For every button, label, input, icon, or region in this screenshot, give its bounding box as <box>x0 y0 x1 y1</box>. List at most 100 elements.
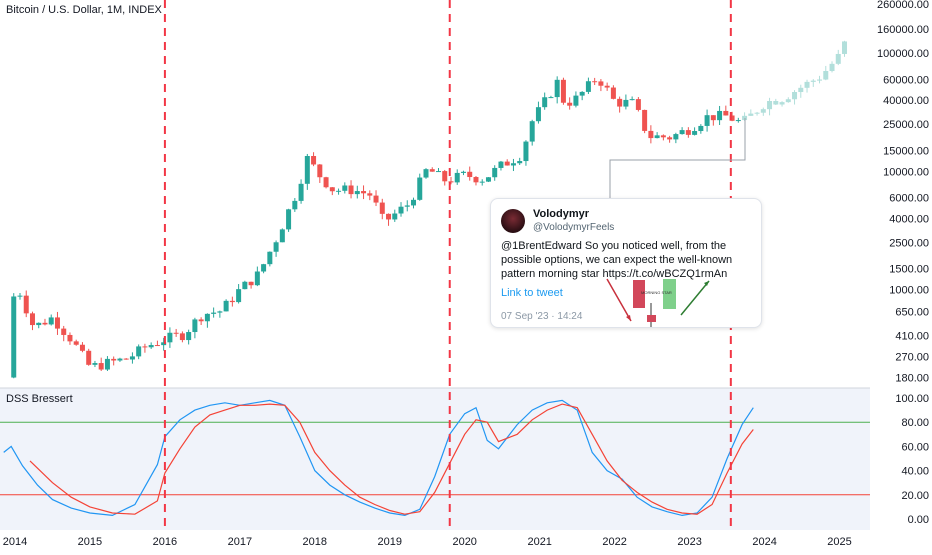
tweet-author-handle[interactable]: @VolodymyrFeels <box>533 222 615 233</box>
candle-body <box>398 206 404 214</box>
candle-body <box>279 229 285 243</box>
candle-body <box>273 242 279 252</box>
candle-body <box>804 81 810 88</box>
candle-body <box>361 191 367 194</box>
candle-body <box>635 99 641 110</box>
price-pane <box>0 0 870 388</box>
tweet-thumbnail-image[interactable]: MORNING STAR <box>603 275 718 327</box>
candle-body <box>298 183 304 201</box>
candle-body <box>11 296 17 378</box>
candle-body <box>817 79 823 81</box>
candle-body <box>760 109 766 113</box>
down-arrowhead-icon <box>626 315 631 321</box>
candle-body <box>654 135 660 139</box>
candle-body <box>373 195 379 203</box>
candle-body <box>123 358 129 360</box>
candle-body <box>523 141 529 162</box>
candle-body <box>98 363 104 370</box>
price-axis-label: 180.00 <box>895 373 929 385</box>
candle-body <box>129 356 135 360</box>
candle-body <box>698 125 704 132</box>
candle-body <box>29 313 35 326</box>
candle-body <box>548 97 554 99</box>
year-axis-label: 2021 <box>527 536 551 548</box>
candle-body <box>842 41 848 54</box>
osc-axis-label: 100.00 <box>895 393 929 405</box>
candle-body <box>173 332 179 334</box>
candle-body <box>411 199 417 206</box>
candle-body <box>604 85 610 88</box>
tweet-link[interactable]: Link to tweet <box>501 287 563 299</box>
candle-body <box>92 363 98 365</box>
candle-body <box>86 350 92 365</box>
tweet-connector <box>609 118 746 198</box>
year-axis-label: 2025 <box>827 536 851 548</box>
candle-body <box>779 102 785 105</box>
candle-body <box>311 156 317 165</box>
candle-body <box>717 110 723 121</box>
tweet-author-name[interactable]: Volodymyr <box>533 208 590 220</box>
tweet-card[interactable]: Volodymyr @VolodymyrFeels @1BrentEdward … <box>490 198 762 328</box>
price-axis-label: 260000.00 <box>877 0 929 11</box>
candle-body <box>792 92 798 100</box>
candle-body <box>767 100 773 110</box>
year-axis-label: 2014 <box>3 536 27 548</box>
candle-body <box>342 185 348 191</box>
candle-body <box>573 95 579 106</box>
candle-body <box>510 163 516 166</box>
candle-body <box>673 134 679 140</box>
candle-body <box>223 300 229 312</box>
candle-body <box>685 130 691 135</box>
candle-body <box>292 200 298 210</box>
candle-body <box>111 358 117 361</box>
up-arrow-icon <box>680 280 710 316</box>
candle-body <box>67 334 73 342</box>
candle-body <box>104 358 110 370</box>
candle-body <box>560 79 566 103</box>
candle-body <box>36 322 42 326</box>
price-axis-label: 270.00 <box>895 352 929 364</box>
down-arrow-icon <box>606 278 632 322</box>
candle-body <box>254 271 260 286</box>
candle-body <box>567 102 573 106</box>
candle-body <box>167 332 173 343</box>
candle-body <box>261 264 267 272</box>
candle-body <box>460 171 466 173</box>
candle-body <box>592 81 598 83</box>
year-axis-label: 2016 <box>153 536 177 548</box>
candle-body <box>535 107 541 122</box>
osc-axis-label: 40.00 <box>901 466 929 478</box>
candle-body <box>823 71 829 80</box>
price-axis-label: 1500.00 <box>889 264 929 276</box>
candle-body <box>710 115 716 121</box>
candle-body <box>435 171 441 173</box>
price-axis-label: 15000.00 <box>883 146 929 158</box>
candle-body <box>810 80 816 82</box>
candle-body <box>754 112 760 114</box>
candle-body <box>742 115 748 121</box>
candle-body <box>404 205 410 207</box>
year-axis-label: 2024 <box>752 536 776 548</box>
candle-body <box>798 87 804 93</box>
candle-body <box>286 209 292 230</box>
candle-body <box>54 317 60 329</box>
tweet-avatar[interactable] <box>501 209 525 233</box>
candle-body <box>23 295 29 314</box>
candle-body <box>179 333 185 341</box>
candle-body <box>835 53 841 64</box>
candle-body <box>473 177 479 183</box>
candle-body <box>585 81 591 92</box>
candle-body <box>660 135 666 138</box>
candle-body <box>211 312 217 314</box>
price-axis-label: 2500.00 <box>889 237 929 249</box>
tweet-date: 07 Sep '23 · 14:24 <box>501 311 583 322</box>
candle-body <box>610 87 616 99</box>
candle-body <box>192 319 198 333</box>
candle-body <box>704 115 710 126</box>
candle-body <box>336 190 342 192</box>
candle-body <box>648 130 654 139</box>
candle-body <box>248 281 254 286</box>
candle-body <box>136 346 142 357</box>
